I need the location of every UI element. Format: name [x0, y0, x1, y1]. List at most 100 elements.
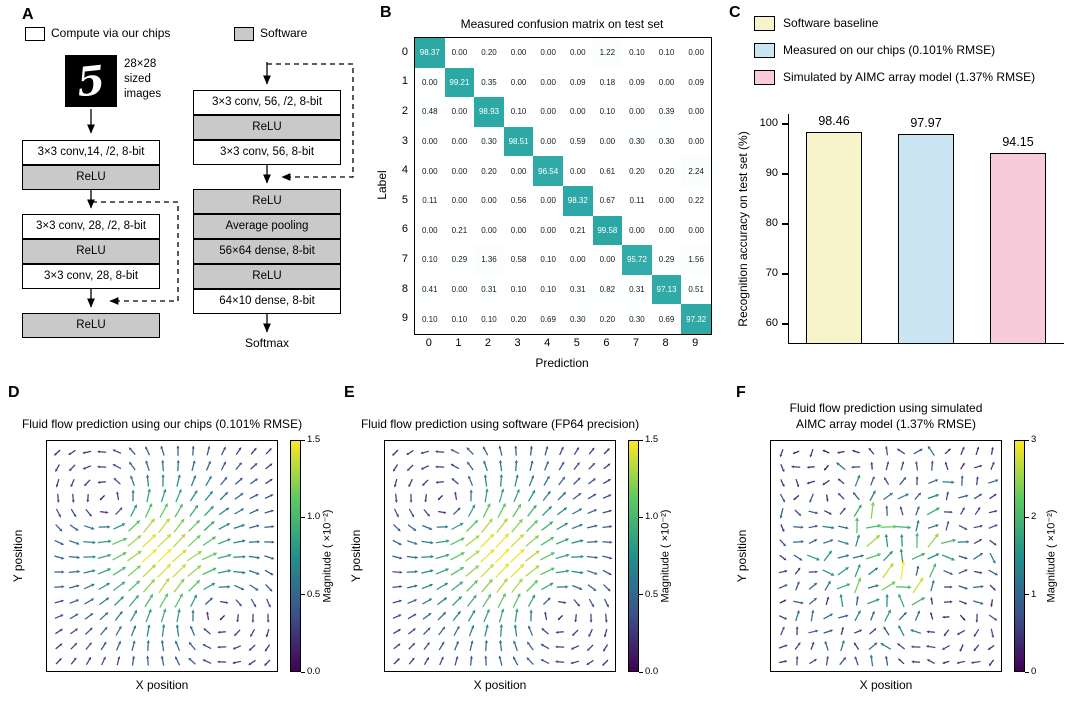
flow-arrow	[235, 447, 242, 455]
confusion-col-tick: 8	[662, 337, 669, 349]
flow-arrow	[558, 461, 565, 471]
nn-layer-chip: 3×3 conv, 56, /2, 8-bit	[193, 90, 341, 115]
flow-arrow	[604, 613, 608, 623]
confusion-cell: 0.00	[681, 97, 711, 127]
confusion-cell: 0.00	[533, 67, 563, 98]
nn-layer-chip: 64×10 dense, 8-bit	[193, 289, 341, 314]
flow-arrow	[990, 628, 995, 639]
flow-arrow	[70, 478, 75, 488]
flow-arrow	[778, 644, 788, 649]
confusion-cell: 0.00	[622, 97, 652, 127]
confusion-cell: 0.00	[444, 185, 475, 216]
flow-arrow	[602, 540, 613, 544]
confusion-cell: 0.10	[622, 38, 652, 68]
flow-arrow	[915, 519, 920, 532]
flow-arrow	[112, 449, 122, 454]
flow-arrow	[944, 585, 953, 589]
flow-arrow	[421, 540, 434, 545]
panel-label-d: D	[8, 384, 20, 401]
confusion-cell: 0.59	[562, 126, 593, 157]
confusion-cell: 0.11	[622, 185, 652, 216]
flow-arrow	[482, 446, 489, 456]
panel-e-quiver-software: E Fluid flow prediction using software (…	[340, 382, 692, 706]
flow-arrow	[160, 639, 165, 652]
confusion-cell: 0.00	[444, 97, 475, 127]
flow-arrow	[823, 550, 832, 562]
flow-arrow	[571, 523, 584, 530]
flow-arrow	[793, 600, 804, 605]
flow-arrow	[161, 459, 165, 472]
flow-arrow	[944, 448, 951, 455]
flow-arrow	[205, 460, 211, 471]
flow-arrow	[572, 508, 583, 515]
flow-arrow	[603, 463, 611, 470]
flow-arrow	[930, 612, 934, 620]
confusion-row-tick: 2	[401, 104, 408, 117]
flow-arrow	[68, 449, 76, 455]
quiver-field-f	[778, 445, 999, 667]
quiver-ylabel-e: Y position	[349, 529, 363, 583]
flow-arrow	[793, 554, 803, 561]
confusion-cell: 0.10	[592, 97, 623, 127]
flow-arrow	[439, 656, 444, 666]
flow-arrow	[602, 509, 613, 514]
flow-arrow	[602, 555, 613, 560]
flow-arrow	[836, 450, 845, 454]
nn-layer-software: ReLU	[193, 115, 341, 140]
confusion-cell: 0.00	[592, 126, 623, 157]
flow-arrow	[528, 474, 535, 487]
flow-arrow	[480, 533, 495, 548]
flow-arrow	[898, 593, 905, 608]
flow-arrow	[526, 657, 534, 665]
flow-arrow	[454, 655, 459, 666]
flow-arrow	[437, 597, 448, 606]
accuracy-bar	[898, 134, 954, 344]
confusion-row-tick: 9	[401, 312, 408, 325]
flow-arrow	[190, 475, 197, 487]
confusion-cell: 98.32	[562, 185, 593, 216]
nn-layer-software: ReLU	[193, 189, 341, 214]
flow-arrow	[176, 459, 180, 472]
confusion-cell: 0.00	[444, 38, 475, 68]
flow-arrow	[130, 475, 135, 487]
flow-arrow	[467, 504, 476, 517]
flow-arrow	[526, 641, 534, 651]
flow-arrow	[438, 641, 445, 651]
flow-arrow	[482, 593, 492, 608]
flow-arrow	[202, 567, 217, 576]
colorbar-tick-label: 2	[1031, 511, 1037, 523]
flow-arrow	[220, 476, 228, 486]
confusion-cell: 0.00	[503, 215, 534, 246]
flow-arrow	[55, 508, 61, 518]
flow-arrow	[540, 643, 550, 650]
flow-arrow	[128, 594, 140, 607]
flow-arrow	[540, 567, 555, 576]
flow-arrow	[217, 645, 227, 649]
flow-arrow	[571, 555, 585, 559]
flow-arrow	[912, 577, 924, 594]
flow-arrow	[854, 629, 863, 634]
flow-arrow	[780, 524, 785, 533]
flow-arrow	[146, 488, 151, 503]
colorbar-tick	[301, 594, 305, 596]
flow-arrow	[836, 583, 851, 590]
panel-label-f: F	[736, 384, 746, 401]
flow-arrow	[854, 656, 859, 666]
confusion-cell: 0.29	[651, 245, 682, 275]
flow-arrow	[956, 629, 966, 635]
flow-arrow	[71, 493, 75, 504]
flow-arrow	[451, 478, 459, 485]
flow-arrow	[421, 583, 434, 590]
flow-arrow	[942, 660, 950, 664]
flow-arrow	[174, 593, 183, 608]
flow-arrow	[55, 643, 63, 650]
confusion-col-tick: 9	[692, 337, 699, 349]
flow-arrow	[869, 654, 874, 667]
flow-arrow	[248, 659, 256, 666]
flow-arrow	[990, 599, 994, 608]
flow-arrow	[175, 624, 180, 637]
flow-arrow	[825, 494, 829, 502]
confusion-col-tick: 0	[425, 337, 432, 349]
flow-arrow	[927, 524, 939, 529]
flow-arrow	[602, 659, 609, 666]
